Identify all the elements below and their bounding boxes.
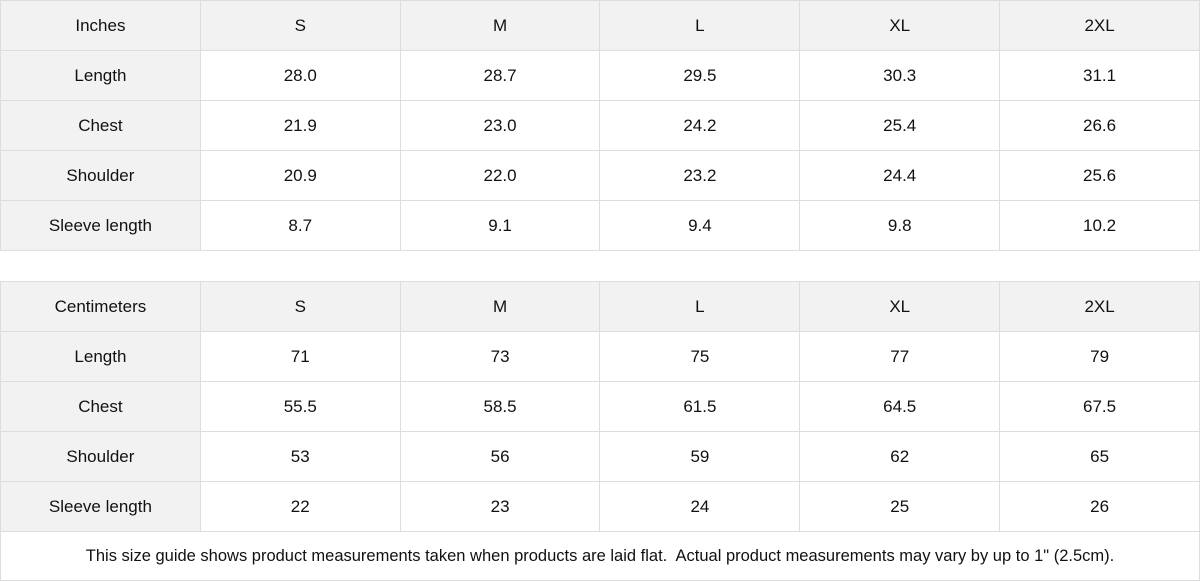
cell: 73 [399,331,601,382]
row-label: Shoulder [0,431,201,482]
row-label: Chest [0,100,201,151]
cell: 24.2 [599,100,801,151]
size-table: Inches S M L XL 2XL Length 28.0 28.7 29.5 30.3 31.1… [0,0,1200,251]
cell: 26 [999,481,1200,532]
header-cell: S [199,281,401,332]
header-cell: L [599,0,801,51]
row-label: Length [0,331,201,382]
cell: 23.0 [399,100,601,151]
cell: 56 [399,431,601,482]
cell: 23 [399,481,601,532]
cell: 28.7 [399,50,601,101]
data-row: Shoulder 20.9 22.0 23.2 24.4 25.6 [0,150,1200,201]
cell: 24 [599,481,801,532]
size-table: Centimeters S M L XL 2XL Length 71 73 75 77 79 Chest… [0,281,1200,532]
cell: 22 [199,481,401,532]
header-row: Inches S M L XL 2XL [0,0,1200,51]
row-label: Chest [0,381,201,432]
header-cell: XL [799,281,1001,332]
header-row: Centimeters S M L XL 2XL [0,281,1200,332]
cell: 20.9 [199,150,401,201]
cell: 9.1 [399,200,601,251]
cell: 8.7 [199,200,401,251]
cell: 21.9 [199,100,401,151]
cell: 61.5 [599,381,801,432]
cell: 67.5 [999,381,1200,432]
header-cell: 2XL [999,0,1200,51]
cell: 62 [799,431,1001,482]
cell: 9.8 [799,200,1001,251]
note: This size guide shows product measuremen… [0,532,1200,581]
data-row: Sleeve length 8.7 9.1 9.4 9.8 10.2 [0,200,1200,251]
data-row: Sleeve length 22 23 24 25 26 [0,481,1200,532]
header-cell: S [199,0,401,51]
cell: 59 [599,431,801,482]
cell: 23.2 [599,150,801,201]
header-cell: L [599,281,801,332]
cell: 77 [799,331,1001,382]
tables: Inches S M L XL 2XL Length 28.0 28.7 29.5 30.3 31.1… [0,0,1200,532]
cell: 79 [999,331,1200,382]
cell: 53 [199,431,401,482]
cell: 29.5 [599,50,801,101]
row-label: Sleeve length [0,481,201,532]
data-row: Chest 55.5 58.5 61.5 64.5 67.5 [0,381,1200,432]
cell: 65 [999,431,1200,482]
header-cell: Inches [0,0,201,51]
header-cell: M [399,0,601,51]
row-label: Shoulder [0,150,201,201]
cell: 25.6 [999,150,1200,201]
row-label: Length [0,50,201,101]
cell: 28.0 [199,50,401,101]
header-cell: 2XL [999,281,1200,332]
data-row: Shoulder 53 56 59 62 65 [0,431,1200,482]
cell: 30.3 [799,50,1001,101]
data-row: Length 28.0 28.7 29.5 30.3 31.1 [0,50,1200,101]
cell: 25.4 [799,100,1001,151]
data-row: Length 71 73 75 77 79 [0,331,1200,382]
cell: 9.4 [599,200,801,251]
row-label: Sleeve length [0,200,201,251]
cell: 58.5 [399,381,601,432]
cell: 22.0 [399,150,601,201]
cell: 75 [599,331,801,382]
header-cell: M [399,281,601,332]
spacer [0,251,1200,281]
cell: 71 [199,331,401,382]
header-cell: XL [799,0,1001,51]
cell: 31.1 [999,50,1200,101]
cell: 25 [799,481,1001,532]
header-cell: Centimeters [0,281,201,332]
data-row: Chest 21.9 23.0 24.2 25.4 26.6 [0,100,1200,151]
cell: 26.6 [999,100,1200,151]
cell: 55.5 [199,381,401,432]
cell: 24.4 [799,150,1001,201]
cell: 64.5 [799,381,1001,432]
cell: 10.2 [999,200,1200,251]
